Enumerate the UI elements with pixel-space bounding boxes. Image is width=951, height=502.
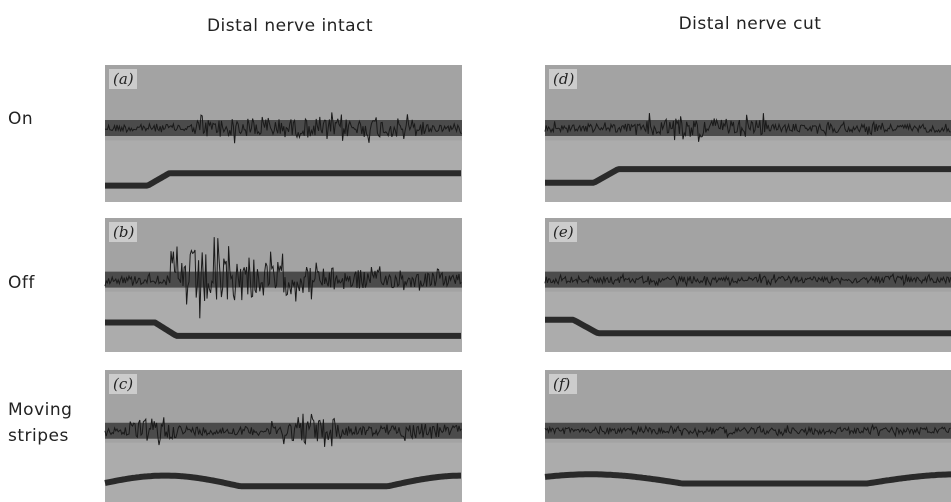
- panel-label: (f): [553, 375, 570, 393]
- panel-label: (a): [113, 70, 134, 88]
- panel-label: (b): [113, 223, 134, 241]
- trace-noise: [544, 272, 951, 288]
- panel-label: (d): [553, 70, 574, 88]
- panel-label-box: [549, 69, 577, 89]
- trace-noise: [104, 112, 462, 144]
- stimulus-trace: [544, 471, 951, 487]
- stimulus-trace: [104, 472, 462, 490]
- panel-label-box: [549, 374, 577, 394]
- panel-shade: [105, 442, 462, 502]
- trace-noise: [544, 113, 951, 142]
- panel-shade: [545, 291, 951, 352]
- column-header: Distal nerve cut: [678, 14, 822, 34]
- row-label: Off: [8, 273, 35, 293]
- stimulus-trace: [104, 319, 462, 339]
- panel-label-box: [549, 222, 577, 242]
- row-label: Moving stripes: [8, 400, 73, 446]
- stimulus-trace: [544, 316, 951, 337]
- row-label: On: [8, 109, 34, 129]
- panel-label-box: [109, 374, 137, 394]
- trace-noise: [104, 237, 462, 319]
- trace-noise: [104, 413, 462, 447]
- trace-noise: [544, 423, 951, 439]
- panel-label: (e): [553, 223, 574, 241]
- panel-label: (c): [113, 375, 133, 393]
- panel-label-box: [109, 222, 137, 242]
- column-header: Distal nerve intact: [206, 16, 374, 36]
- stimulus-trace: [544, 166, 951, 186]
- stimulus-trace: [104, 170, 462, 189]
- panel-label-box: [109, 69, 137, 89]
- panel-shade: [105, 291, 462, 352]
